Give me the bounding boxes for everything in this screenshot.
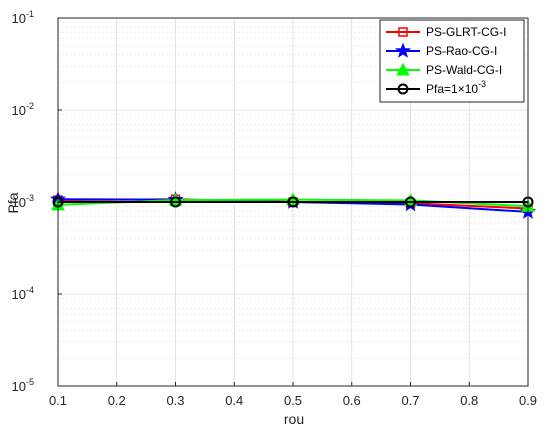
data-point xyxy=(405,196,416,208)
y-tick-label: 10-5 xyxy=(12,377,34,394)
legend-label: PS-Rao-CG-I xyxy=(426,44,497,58)
x-tick-label: 0.9 xyxy=(519,393,537,408)
legend-marker xyxy=(397,83,409,95)
legend-marker xyxy=(398,27,408,37)
x-tick-label: 0.6 xyxy=(343,393,361,408)
x-tick-label: 0.5 xyxy=(284,393,302,408)
data-point xyxy=(170,196,181,208)
data-point xyxy=(287,196,299,208)
x-tick-label: 0.1 xyxy=(49,393,67,408)
legend-label: PS-Wald-CG-I xyxy=(426,63,502,77)
legend-item: Pfa=1×10-3 xyxy=(386,79,486,96)
x-tick-label: 0.2 xyxy=(108,393,126,408)
series-group xyxy=(50,190,536,219)
x-tick-label: 0.8 xyxy=(460,393,478,408)
legend-item: PS-Rao-CG-I xyxy=(386,42,497,58)
x-axis-label: rou xyxy=(284,411,304,427)
x-tick-label: 0.4 xyxy=(225,393,243,408)
y-axis: 10-510-410-310-210-1 xyxy=(12,9,62,394)
legend-label: PS-GLRT-CG-I xyxy=(426,25,506,39)
legend: PS-GLRT-CG-I PS-Rao-CG-I PS-Wald-CG-I Pfa=1… xyxy=(379,19,525,103)
x-axis: 0.1 0.2 0.3 0.4 0.5 0.6 0.7 0.8 0.9 xyxy=(49,382,537,408)
x-tick-label: 0.3 xyxy=(166,393,184,408)
y-tick-label: 10-2 xyxy=(12,101,34,118)
legend-marker xyxy=(396,62,410,76)
legend-item: PS-Wald-CG-I xyxy=(386,62,502,77)
x-tick-label: 0.7 xyxy=(401,393,419,408)
y-tick-label: 10-4 xyxy=(12,285,34,302)
legend-marker xyxy=(395,42,411,58)
y-axis-label: Pfa xyxy=(5,192,21,213)
legend-item: PS-GLRT-CG-I xyxy=(386,25,506,39)
legend-label: Pfa=1×10-3 xyxy=(426,79,486,96)
y-tick-label: 10-1 xyxy=(12,9,34,26)
